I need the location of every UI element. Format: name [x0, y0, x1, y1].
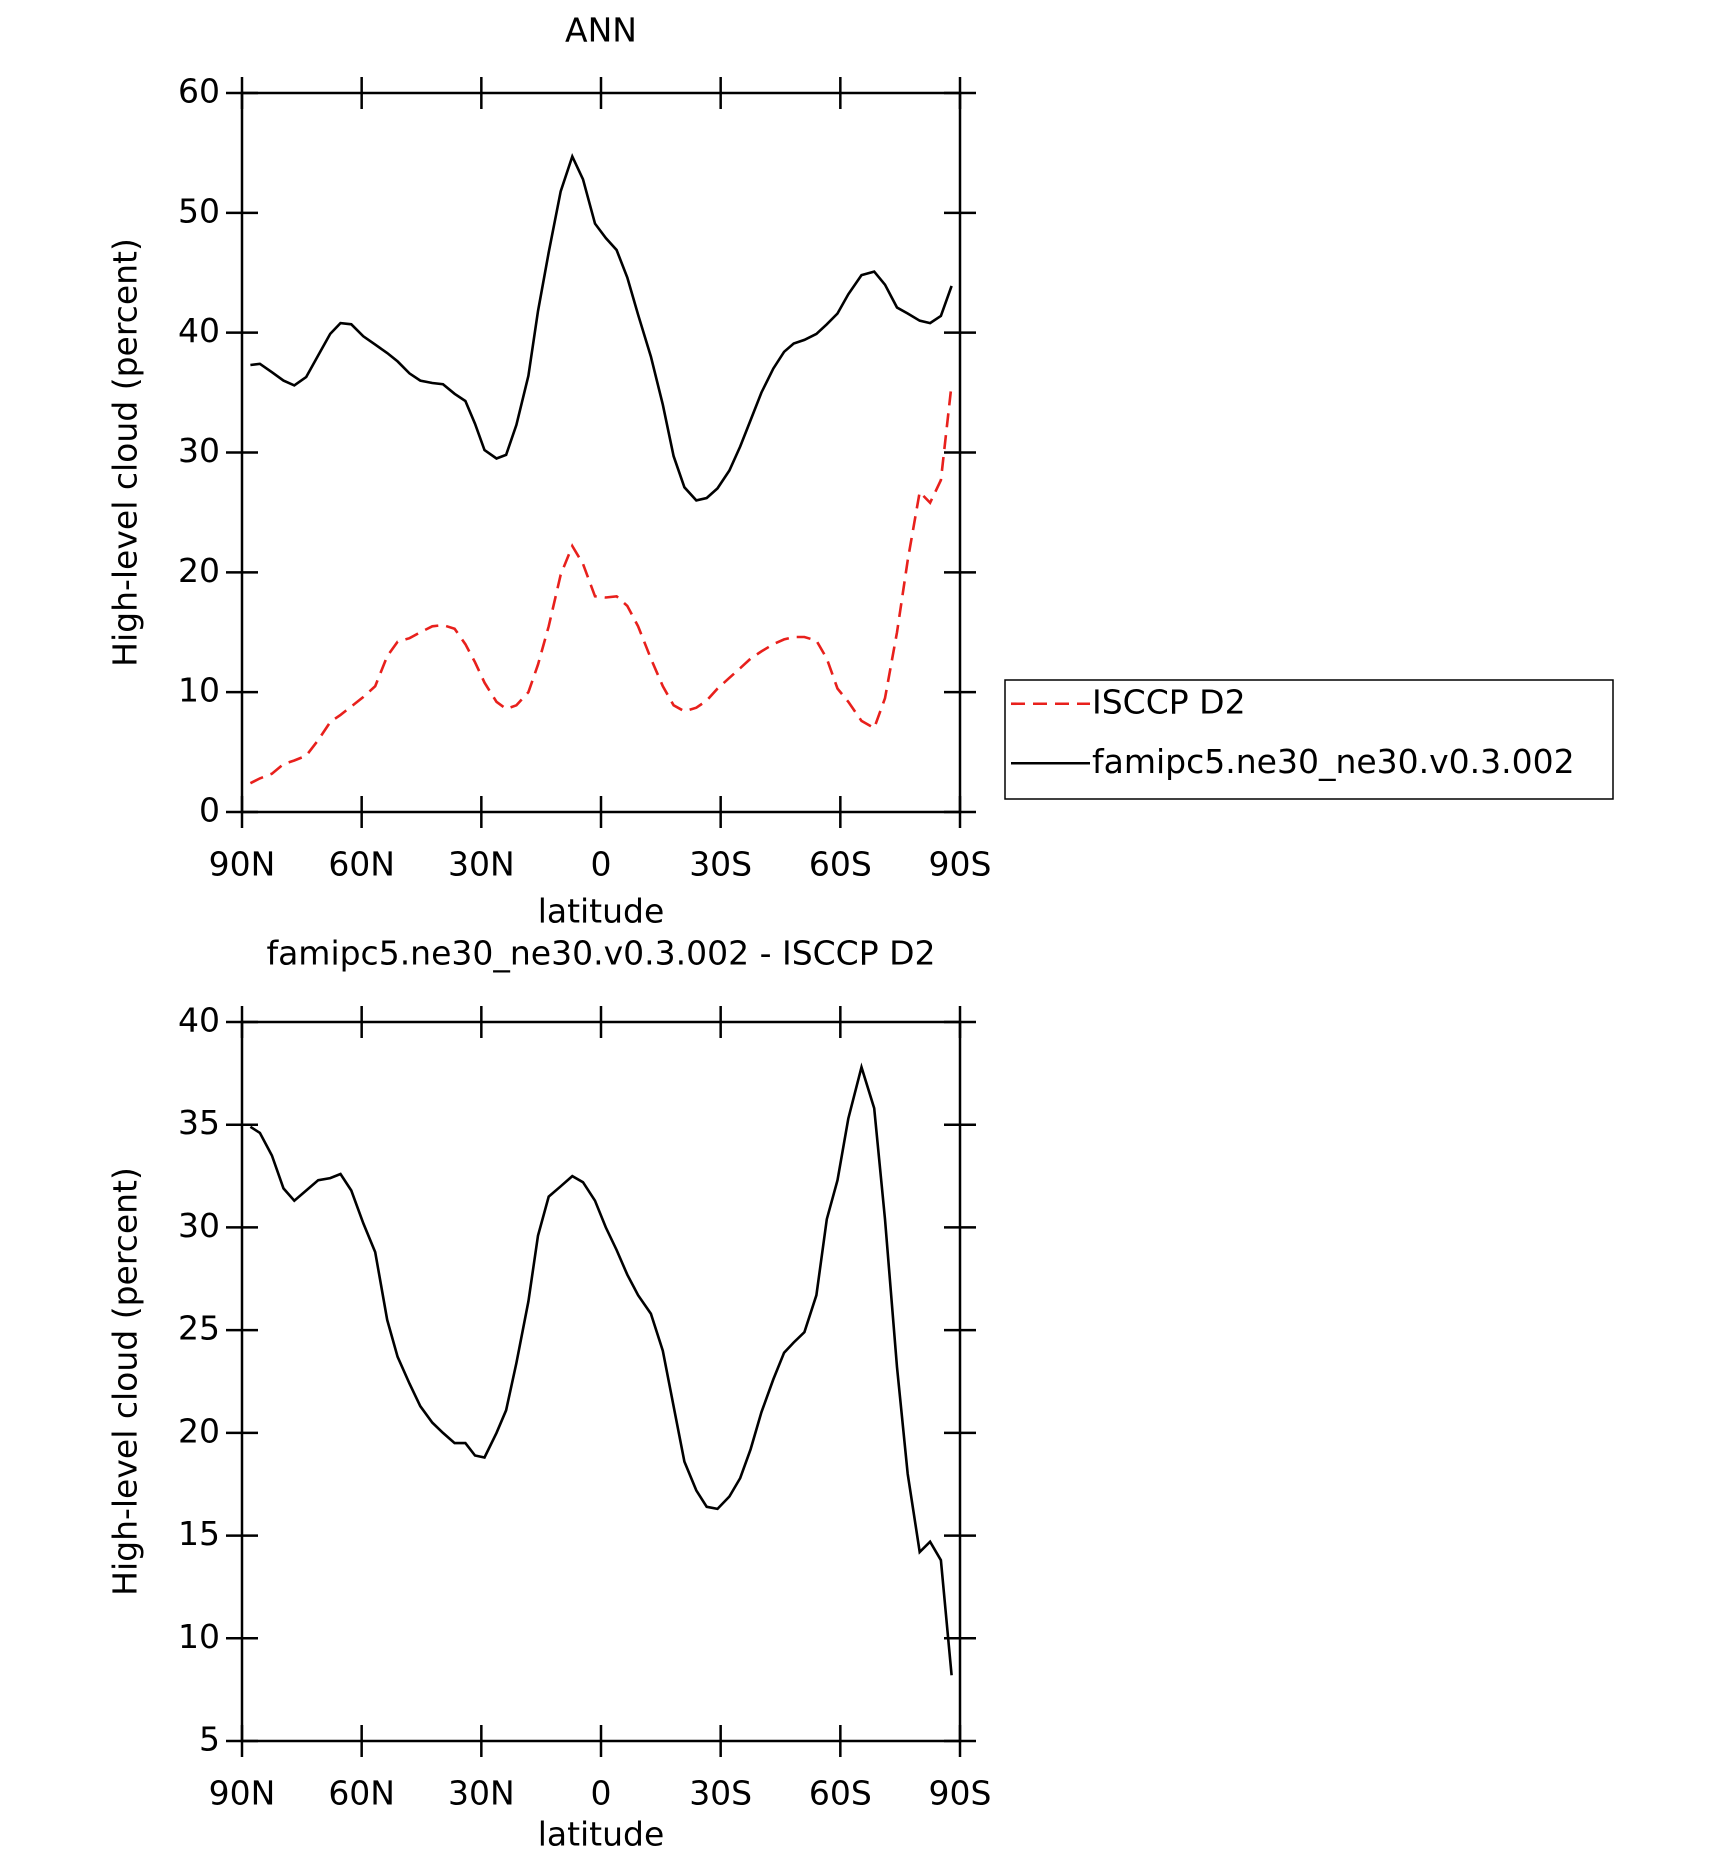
y-tick-label: 40 [178, 311, 220, 350]
y-tick-label: 15 [178, 1514, 220, 1553]
x-tick-label: 0 [591, 1774, 612, 1813]
y-tick-label: 10 [178, 671, 220, 710]
y-axis-label: High-level cloud (percent) [106, 238, 145, 667]
x-tick-label: 30S [689, 1774, 752, 1813]
x-tick-label: 60N [328, 845, 395, 884]
plot-frame [240, 1020, 962, 1743]
y-tick-label: 50 [178, 191, 220, 230]
y-tick-label: 20 [178, 1411, 220, 1450]
y-tick-label: 35 [178, 1103, 220, 1142]
y-tick-label: 30 [178, 1206, 220, 1245]
x-tick-label: 30N [448, 845, 515, 884]
x-tick-label: 90S [929, 845, 992, 884]
legend-label: famipc5.ne30_ne30.v0.3.002 [1092, 742, 1575, 781]
x-tick-label: 90S [929, 1774, 992, 1813]
y-tick-label: 20 [178, 551, 220, 590]
y-axis-label: High-level cloud (percent) [106, 1167, 145, 1596]
y-tick-label: 40 [178, 1001, 220, 1040]
y-tick-label: 0 [199, 791, 220, 830]
y-tick-label: 10 [178, 1617, 220, 1656]
chart-title: famipc5.ne30_ne30.v0.3.002 - ISCCP D2 [266, 934, 935, 973]
y-tick-label: 30 [178, 431, 220, 470]
legend-box [1004, 679, 1614, 800]
x-tick-label: 60N [328, 1774, 395, 1813]
data-line [250, 153, 953, 502]
x-tick-label: 90N [209, 845, 276, 884]
x-tick-label: 0 [591, 845, 612, 884]
y-tick-label: 60 [178, 72, 220, 111]
x-tick-label: 60S [809, 1774, 872, 1813]
plot-frame [240, 91, 962, 814]
data-line [249, 384, 953, 785]
x-tick-label: 30N [448, 1774, 515, 1813]
y-tick-label: 25 [178, 1309, 220, 1348]
legend-label: ISCCP D2 [1092, 682, 1246, 721]
y-tick-label: 5 [199, 1720, 220, 1759]
x-tick-label: 90N [209, 1774, 276, 1813]
x-axis-label: latitude [538, 892, 665, 931]
x-tick-label: 60S [809, 845, 872, 884]
data-line [249, 1062, 953, 1676]
x-axis-label: latitude [538, 1815, 665, 1851]
x-tick-label: 30S [689, 845, 752, 884]
chart-title: ANN [565, 11, 637, 50]
